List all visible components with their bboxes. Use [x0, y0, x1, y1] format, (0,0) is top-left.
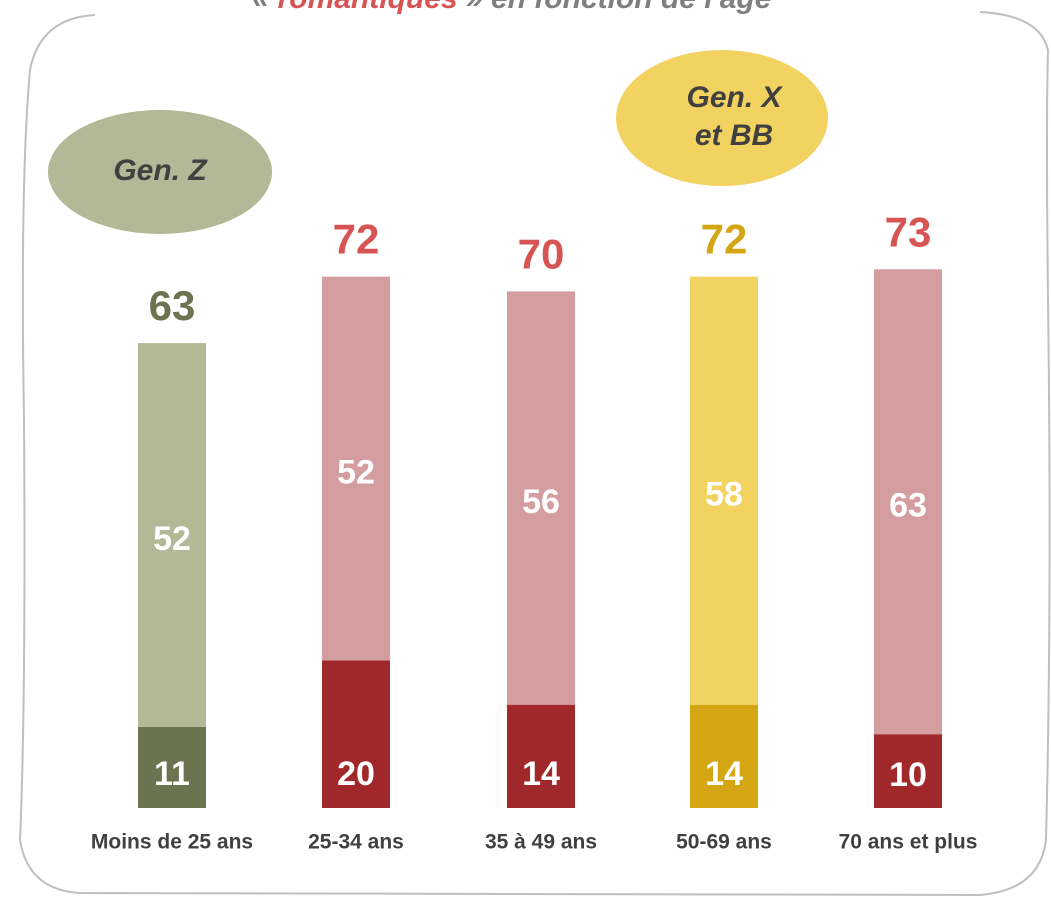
bar-segment: [322, 276, 390, 661]
total-label: 72: [333, 216, 380, 263]
bar-segment: [690, 276, 758, 705]
annotation: et BB: [695, 119, 773, 152]
annotation-blob: [616, 50, 828, 186]
x-tick-label: 50-69 ans: [676, 831, 772, 854]
bar-segment: [874, 734, 942, 808]
value-label: 20: [337, 755, 375, 793]
bar-segment: [690, 704, 758, 808]
value-label: 63: [889, 487, 927, 525]
value-label: 10: [889, 756, 927, 794]
bar-segment: [138, 726, 206, 808]
frame: [18, 11, 1051, 897]
bar-segment: [322, 660, 390, 808]
total-label: 72: [701, 216, 748, 263]
bar-segment: [507, 291, 575, 705]
annotation: Gen. Z: [113, 154, 208, 187]
x-tick-label: 35 à 49 ans: [485, 831, 597, 854]
value-label: 14: [522, 755, 560, 793]
total-label: 63: [149, 282, 196, 329]
bar-segment: [138, 343, 206, 727]
value-label: 52: [153, 520, 191, 558]
bar-segment: [874, 269, 942, 735]
total-label: 73: [885, 208, 932, 255]
x-tick-label: Moins de 25 ans: [91, 831, 253, 854]
bar-segment: [507, 704, 575, 808]
value-label: 58: [705, 476, 743, 514]
value-label: 56: [522, 483, 560, 521]
x-tick-label: 25-34 ans: [308, 831, 404, 854]
annotation: Gen. X: [686, 81, 783, 114]
x-tick-label: 70 ans et plus: [839, 831, 978, 854]
chart-title: « romantiques » en fonction de l'âge: [253, 0, 772, 15]
total-label: 70: [518, 230, 565, 277]
value-label: 11: [154, 755, 190, 793]
value-label: 52: [337, 454, 375, 492]
value-label: 14: [705, 755, 743, 793]
annotation-blob: [48, 110, 272, 234]
